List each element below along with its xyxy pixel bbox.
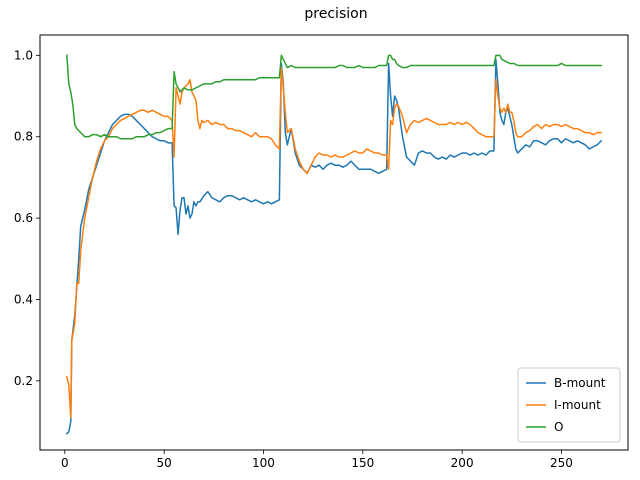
y-tick-label: 0.4 (14, 292, 33, 306)
x-tick-label: 200 (451, 456, 474, 470)
y-axis-ticks: 0.2 0.4 0.6 0.8 1.0 (14, 48, 40, 388)
series-line-b-mount (65, 58, 603, 435)
x-tick-label: 250 (550, 456, 573, 470)
y-tick-label: 0.2 (14, 374, 33, 388)
x-tick-label: 50 (157, 456, 172, 470)
x-tick-label: 150 (351, 456, 374, 470)
y-tick-label: 0.6 (14, 211, 33, 225)
legend-label: I-mount (554, 398, 601, 412)
x-tick-label: 0 (61, 456, 69, 470)
legend: B-mount I-mount O (517, 367, 621, 443)
legend-label: B-mount (554, 376, 606, 390)
series-line-i-mount (65, 66, 602, 419)
y-tick-label: 1.0 (14, 48, 33, 62)
series-layer (65, 54, 603, 435)
series-line-o (66, 54, 602, 140)
legend-box (517, 367, 621, 443)
x-tick-label: 100 (252, 456, 275, 470)
x-axis-ticks: 0 50 100 150 200 250 (61, 450, 573, 470)
chart-title: precision (304, 6, 367, 22)
legend-label: O (554, 420, 563, 434)
y-tick-label: 0.8 (14, 130, 33, 144)
